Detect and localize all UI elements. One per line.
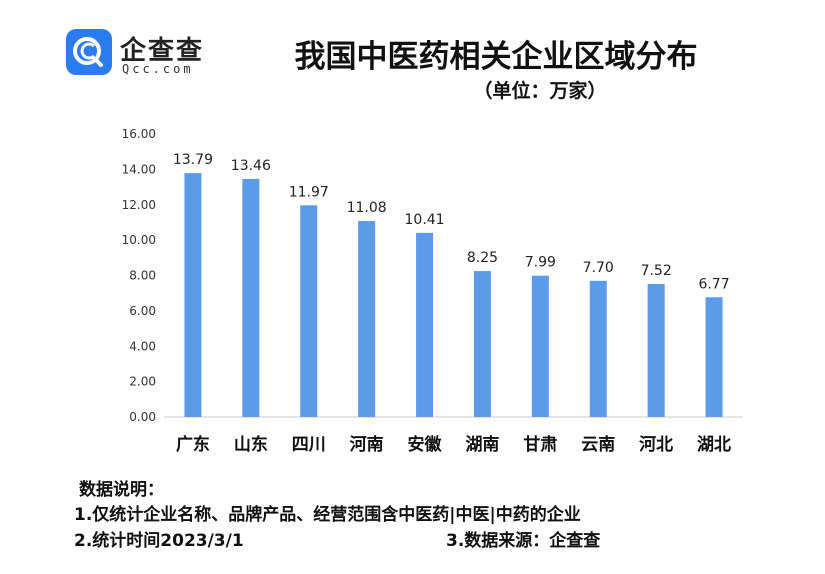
category-label: 山东 (234, 434, 268, 455)
data-label: 7.70 (583, 260, 614, 276)
category-label: 河南 (350, 434, 384, 455)
y-tick-label: 10.00 (122, 233, 156, 247)
y-tick-label: 12.00 (122, 198, 156, 212)
category-label: 云南 (581, 434, 615, 455)
y-tick-label: 8.00 (129, 269, 156, 283)
data-label: 7.99 (525, 255, 556, 271)
y-tick-label: 6.00 (129, 304, 156, 318)
category-label: 广东 (176, 434, 210, 455)
data-label: 7.52 (641, 263, 672, 279)
category-label: 湖北 (697, 435, 731, 455)
data-label: 13.46 (231, 158, 271, 174)
category-label: 四川 (292, 435, 326, 455)
bar-10 (705, 297, 723, 417)
y-tick-label: 16.00 (122, 127, 156, 141)
bar-5 (416, 232, 434, 417)
chart-subtitle: （单位：万家） (473, 80, 607, 102)
y-tick-label: 4.00 (129, 339, 156, 353)
category-label: 河北 (639, 435, 673, 455)
bar-6 (473, 271, 491, 417)
bar-9 (647, 283, 665, 417)
data-label: 10.41 (405, 212, 445, 228)
bar-3 (300, 205, 318, 417)
bar-7 (531, 275, 549, 417)
data-label: 13.79 (173, 152, 213, 168)
data-label: 6.77 (698, 276, 729, 292)
data-label: 11.08 (347, 200, 387, 216)
data-label: 11.97 (289, 184, 329, 200)
brand-name: 企查查 (120, 36, 205, 66)
y-tick-label: 0.00 (129, 410, 156, 424)
category-label: 甘肃 (523, 434, 557, 455)
bar-1 (184, 173, 202, 417)
y-tick-label: 2.00 (129, 375, 156, 389)
brand-logo: 企查查 Qcc.com (66, 29, 226, 79)
bar-8 (589, 280, 607, 417)
y-tick-label: 14.00 (122, 162, 156, 176)
bar-4 (358, 221, 376, 417)
brand-domain: Qcc.com (122, 62, 194, 76)
bar-2 (242, 178, 260, 417)
chart-title: 我国中医药相关企业区域分布 (294, 39, 698, 75)
category-label: 安徽 (408, 434, 443, 455)
category-label: 湖南 (465, 434, 499, 455)
qcc-logo-icon (66, 29, 112, 75)
data-label: 8.25 (467, 250, 498, 266)
